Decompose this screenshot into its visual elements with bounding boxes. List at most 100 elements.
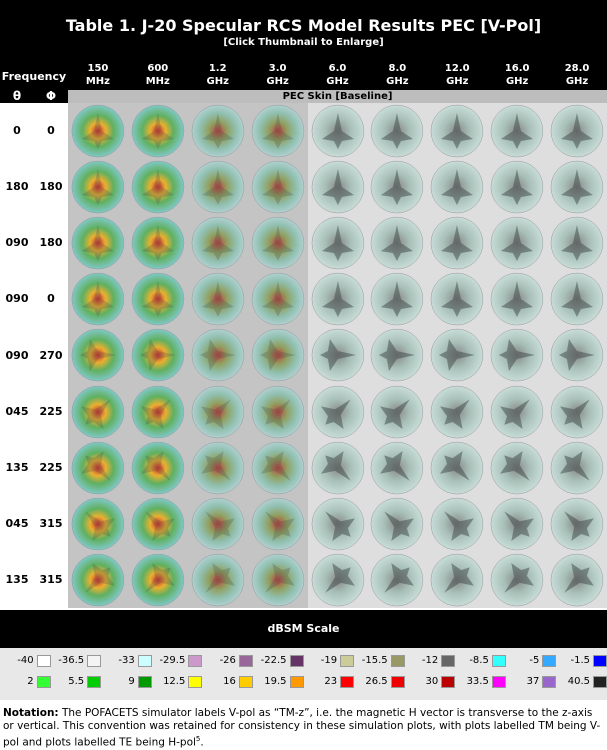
thumbnail[interactable] — [188, 103, 248, 159]
thumbnail[interactable] — [487, 496, 547, 552]
scale-label: -5 — [529, 655, 540, 666]
thumbnail[interactable] — [547, 327, 607, 383]
thumb-disc — [131, 104, 185, 158]
thumbnail[interactable] — [68, 384, 128, 440]
thumbnail[interactable] — [487, 327, 547, 383]
thumbnail[interactable] — [68, 440, 128, 496]
thumbnail[interactable] — [188, 552, 248, 608]
thumbnail[interactable] — [547, 103, 607, 159]
thumbnail[interactable] — [68, 552, 128, 608]
thumbnail[interactable] — [248, 496, 308, 552]
thumbnail[interactable] — [188, 159, 248, 215]
thumbnail[interactable] — [547, 440, 607, 496]
thumbnail[interactable] — [248, 271, 308, 327]
notation-label: Notation: — [3, 707, 59, 719]
thumbnail[interactable] — [367, 327, 427, 383]
thumbnail[interactable] — [367, 103, 427, 159]
thumbnail[interactable] — [248, 552, 308, 608]
thumbnail[interactable] — [308, 440, 368, 496]
scale-swatch — [441, 655, 456, 667]
thumbnail[interactable] — [188, 215, 248, 271]
thumbnail[interactable] — [128, 440, 188, 496]
thumbnail[interactable] — [427, 215, 487, 271]
thumbnail[interactable] — [427, 103, 487, 159]
thumbnail[interactable] — [308, 496, 368, 552]
thumbnail[interactable] — [367, 159, 427, 215]
thumbnail[interactable] — [367, 440, 427, 496]
thumbnail[interactable] — [188, 440, 248, 496]
scale-label: -22.5 — [260, 655, 287, 666]
thumbnail[interactable] — [427, 552, 487, 608]
thumbnail[interactable] — [487, 215, 547, 271]
aircraft-silhouette — [559, 339, 596, 372]
thumbnail[interactable] — [128, 327, 188, 383]
thumbnail[interactable] — [68, 271, 128, 327]
thumbnail[interactable] — [248, 440, 308, 496]
aircraft-silhouette — [561, 225, 594, 262]
thumbnail[interactable] — [487, 159, 547, 215]
thumbnail[interactable] — [427, 271, 487, 327]
thumbnail[interactable] — [487, 384, 547, 440]
thumbnail[interactable] — [128, 271, 188, 327]
thumbnail[interactable] — [308, 384, 368, 440]
scale-label: -40 — [17, 655, 34, 666]
thumbnail[interactable] — [427, 327, 487, 383]
aircraft-silhouette — [501, 225, 534, 262]
thumbnail[interactable] — [188, 327, 248, 383]
thumbnail[interactable] — [487, 103, 547, 159]
thumbnail[interactable] — [128, 103, 188, 159]
thumb-disc — [71, 217, 125, 270]
thumbnail[interactable] — [547, 384, 607, 440]
thumbnail[interactable] — [367, 271, 427, 327]
thumbnail[interactable] — [487, 271, 547, 327]
thumbnail[interactable] — [367, 384, 427, 440]
thumbnail[interactable] — [248, 327, 308, 383]
scale-label: 33.5 — [466, 676, 489, 687]
thumbnail[interactable] — [308, 159, 368, 215]
thumbnail[interactable] — [188, 384, 248, 440]
thumbnail[interactable] — [68, 327, 128, 383]
thumbnail[interactable] — [308, 552, 368, 608]
thumbnail[interactable] — [547, 496, 607, 552]
column-unit: GHz — [326, 76, 349, 87]
thumbnail[interactable] — [308, 271, 368, 327]
thumbnail[interactable] — [188, 496, 248, 552]
scale-swatch — [593, 655, 607, 667]
thumb-disc — [131, 329, 185, 382]
thumbnail[interactable] — [308, 327, 368, 383]
thumbnail[interactable] — [188, 271, 248, 327]
thumbnail[interactable] — [68, 496, 128, 552]
thumbnail[interactable] — [427, 440, 487, 496]
thumbnail[interactable] — [248, 159, 308, 215]
thumbnail[interactable] — [547, 271, 607, 327]
thumbnail[interactable] — [68, 215, 128, 271]
thumbnail[interactable] — [308, 103, 368, 159]
thumbnail[interactable] — [68, 159, 128, 215]
thumbnail[interactable] — [547, 159, 607, 215]
thumbnail[interactable] — [367, 552, 427, 608]
thumbnail[interactable] — [427, 384, 487, 440]
thumbnail[interactable] — [248, 384, 308, 440]
thumbnail[interactable] — [427, 159, 487, 215]
thumbnail[interactable] — [547, 552, 607, 608]
thumbnail[interactable] — [367, 496, 427, 552]
thumbnail[interactable] — [487, 552, 547, 608]
thumb-disc — [191, 273, 244, 326]
thumbnail[interactable] — [547, 215, 607, 271]
thumbnail[interactable] — [248, 103, 308, 159]
aircraft-silhouette — [501, 281, 534, 318]
thumbnail[interactable] — [487, 440, 547, 496]
scale-swatch — [441, 676, 456, 688]
thumbnail[interactable] — [308, 215, 368, 271]
thumbnail[interactable] — [367, 215, 427, 271]
scale-swatch — [340, 655, 355, 667]
thumbnail[interactable] — [248, 215, 308, 271]
scale-swatch — [390, 655, 405, 667]
thumbnail[interactable] — [128, 384, 188, 440]
thumbnail[interactable] — [68, 103, 128, 159]
thumbnail[interactable] — [128, 215, 188, 271]
thumbnail[interactable] — [427, 496, 487, 552]
thumbnail[interactable] — [128, 552, 188, 608]
thumbnail[interactable] — [128, 496, 188, 552]
thumbnail[interactable] — [128, 159, 188, 215]
